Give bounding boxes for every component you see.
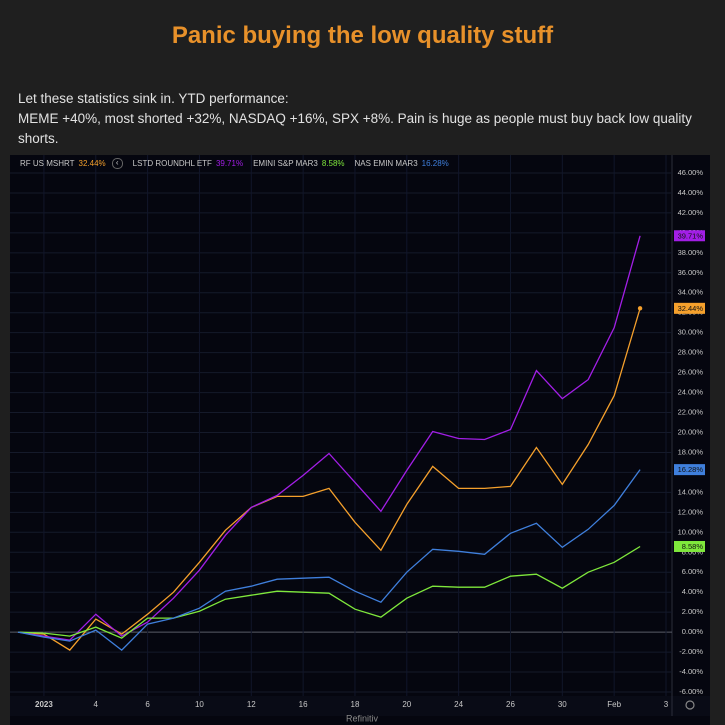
legend-name: NAS EMIN MAR3 <box>354 159 418 168</box>
legend-item[interactable]: LSTD ROUNDHL ETF 39.71% <box>133 159 243 168</box>
legend: RF US MSHRT 32.44% ‹ LSTD ROUNDHL ETF 39.71%… <box>20 158 449 169</box>
series-line <box>17 469 641 651</box>
legend-name: RF US MSHRT <box>20 159 75 168</box>
value-label: 8.58% <box>682 542 704 551</box>
post-text: Let these statistics sink in. YTD perfor… <box>18 89 725 149</box>
y-tick-label: 14.00% <box>678 487 704 496</box>
legend-value: 32.44% <box>78 159 106 168</box>
x-tick-label: 20 <box>402 700 411 709</box>
y-tick-label: 0.00% <box>682 627 704 636</box>
legend-name: LSTD ROUNDHL ETF <box>132 159 212 168</box>
x-tick-label: 2023 <box>35 700 53 709</box>
y-tick-label: 44.00% <box>678 188 704 197</box>
series-line <box>17 235 641 641</box>
x-tick-label: 18 <box>351 700 360 709</box>
y-tick-label: 10.00% <box>678 527 704 536</box>
y-tick-label: 36.00% <box>678 268 704 277</box>
legend-name: EMINI S&P MAR3 <box>253 159 318 168</box>
legend-item[interactable]: NAS EMIN MAR3 16.28% <box>355 159 449 168</box>
x-tick-label: 3 <box>664 700 669 709</box>
settings-icon[interactable] <box>685 700 695 710</box>
legend-value: 16.28% <box>421 159 449 168</box>
legend-value: 8.58% <box>321 159 345 168</box>
x-tick-label: 24 <box>454 700 463 709</box>
value-tag <box>674 464 705 476</box>
y-tick-label: 22.00% <box>678 408 704 417</box>
value-tag <box>674 302 705 314</box>
x-tick-label: 10 <box>195 700 204 709</box>
value-label: 39.71% <box>678 231 704 240</box>
y-tick-label: 2.00% <box>682 607 704 616</box>
post-title: Panic buying the low quality stuff <box>171 22 554 49</box>
end-dot <box>637 306 643 311</box>
y-tick-label: 30.00% <box>678 328 704 337</box>
x-tick-label: 4 <box>94 700 99 709</box>
y-tick-label: 42.00% <box>678 208 704 217</box>
y-tick-label: 38.00% <box>678 248 704 257</box>
legend-value: 39.71% <box>215 159 244 168</box>
source: Refinitiv <box>346 713 379 723</box>
y-tick-label: -4.00% <box>679 667 703 676</box>
y-tick-label: -2.00% <box>679 647 703 656</box>
y-tick-label: 12.00% <box>678 507 704 516</box>
value-tag <box>674 540 705 552</box>
y-tick-label: 6.00% <box>682 567 704 576</box>
y-tick-label: -6.00% <box>679 687 703 696</box>
chart-panel <box>10 155 710 725</box>
value-label: 32.44% <box>678 304 704 313</box>
value-tag <box>674 230 705 242</box>
y-tick-label: 34.00% <box>678 288 704 297</box>
text-line: Let these statistics sink in. YTD perfor… <box>18 91 289 106</box>
y-tick-label: 20.00% <box>678 427 704 436</box>
x-tick-label: 30 <box>558 700 567 709</box>
legend-item[interactable]: EMINI S&P MAR3 8.58% <box>253 159 344 168</box>
y-tick-label: 28.00% <box>678 348 704 357</box>
y-tick-label: 46.00% <box>678 168 704 177</box>
x-axis-band <box>10 696 710 716</box>
value-label: 16.28% <box>678 465 704 474</box>
collapse-button[interactable]: ‹ <box>111 158 123 169</box>
legend-item[interactable]: RF US MSHRT 32.44% <box>20 159 106 168</box>
series-line <box>17 545 641 639</box>
y-tick-label: 24.00% <box>678 388 704 397</box>
x-tick-label: 26 <box>506 700 515 709</box>
y-tick-label: 26.00% <box>678 368 704 377</box>
x-tick-label: 16 <box>299 700 308 709</box>
text-line: MEME +40%, most shorted +32%, NASDAQ +16… <box>18 111 692 146</box>
y-tick-label: 4.00% <box>682 587 704 596</box>
x-tick-label: 6 <box>145 700 150 709</box>
series-line <box>17 308 641 651</box>
x-tick-label: 12 <box>247 700 256 709</box>
y-tick-label: 18.00% <box>678 447 704 456</box>
x-tick-label: Feb <box>607 700 621 709</box>
